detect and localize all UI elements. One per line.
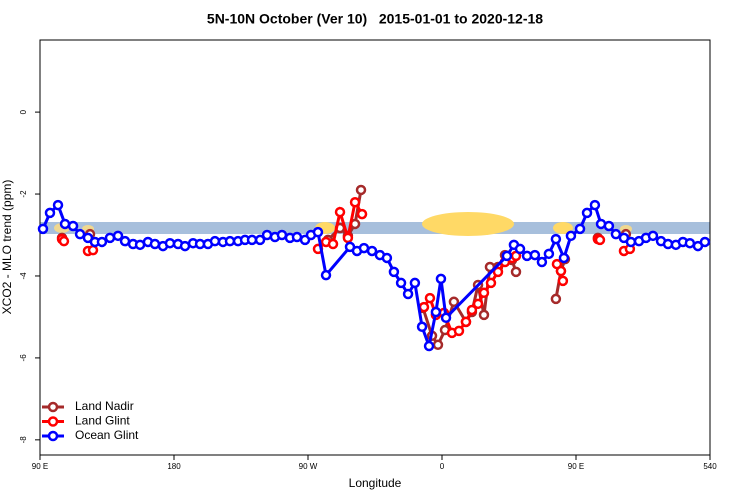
point bbox=[395, 277, 407, 289]
point bbox=[550, 233, 562, 245]
point bbox=[37, 223, 49, 235]
point bbox=[423, 340, 435, 352]
y-tick-label: -6 bbox=[19, 354, 28, 362]
point bbox=[381, 252, 393, 264]
plot-frame bbox=[39, 39, 711, 456]
y-tick-label: -2 bbox=[19, 190, 28, 198]
point bbox=[574, 223, 586, 235]
legend-marker bbox=[47, 416, 59, 427]
point bbox=[432, 339, 444, 351]
point bbox=[543, 248, 555, 260]
point bbox=[59, 218, 71, 230]
point bbox=[435, 273, 447, 285]
point bbox=[388, 266, 400, 278]
point bbox=[501, 250, 513, 262]
x-tick-label: 90 W bbox=[299, 462, 318, 471]
x-tick-label: 90 E bbox=[568, 462, 584, 471]
point bbox=[514, 243, 526, 255]
x-tick-label: 540 bbox=[703, 462, 717, 471]
point bbox=[529, 249, 541, 261]
point bbox=[565, 230, 577, 242]
point bbox=[355, 184, 367, 196]
point bbox=[594, 234, 606, 246]
land-blob bbox=[553, 222, 573, 234]
point bbox=[87, 244, 99, 256]
point bbox=[424, 292, 436, 304]
y-axis-title: XCO2 - MLO trend (ppm) bbox=[0, 180, 14, 315]
point bbox=[453, 325, 465, 337]
point bbox=[589, 199, 601, 211]
point bbox=[647, 230, 659, 242]
point bbox=[409, 277, 421, 289]
point bbox=[418, 301, 430, 313]
point bbox=[320, 269, 332, 281]
point bbox=[625, 236, 637, 248]
point bbox=[366, 245, 378, 257]
point bbox=[209, 235, 221, 247]
point bbox=[74, 228, 86, 240]
point bbox=[440, 312, 452, 324]
point bbox=[603, 220, 615, 232]
y-tick-label: 0 bbox=[19, 109, 28, 114]
point bbox=[334, 206, 346, 218]
legend-label: Ocean Glint bbox=[75, 428, 139, 442]
point bbox=[699, 236, 711, 248]
point bbox=[558, 252, 570, 264]
point bbox=[44, 207, 56, 219]
point bbox=[149, 238, 161, 250]
x-tick-label: 90 E bbox=[32, 462, 48, 471]
point bbox=[555, 265, 567, 277]
point bbox=[312, 226, 324, 238]
point bbox=[536, 256, 548, 268]
point bbox=[485, 277, 497, 289]
point bbox=[472, 298, 484, 310]
point bbox=[478, 287, 490, 299]
point bbox=[112, 230, 124, 242]
point bbox=[478, 309, 490, 321]
legend-marker bbox=[47, 430, 59, 442]
point bbox=[610, 228, 622, 240]
point bbox=[510, 266, 522, 278]
point bbox=[430, 306, 442, 318]
chart-title: 5N-10N October (Ver 10) 2015-01-01 to 20… bbox=[207, 11, 543, 27]
point bbox=[460, 316, 472, 328]
point bbox=[492, 266, 504, 278]
y-tick-label: -4 bbox=[19, 272, 28, 280]
x-tick-label: 180 bbox=[167, 462, 181, 471]
point bbox=[342, 232, 354, 244]
point bbox=[52, 199, 64, 211]
point bbox=[550, 293, 562, 305]
point bbox=[104, 232, 116, 244]
legend-marker bbox=[47, 401, 59, 413]
point bbox=[581, 207, 593, 219]
point bbox=[466, 304, 478, 316]
point bbox=[164, 237, 176, 249]
point bbox=[416, 321, 428, 333]
legend-label: Land Glint bbox=[75, 414, 130, 428]
x-axis-title: Longitude bbox=[349, 476, 402, 490]
point bbox=[58, 235, 70, 247]
point bbox=[356, 208, 368, 220]
point bbox=[67, 220, 79, 232]
point bbox=[557, 275, 569, 287]
point bbox=[402, 288, 414, 300]
land-blob bbox=[422, 212, 514, 236]
point bbox=[327, 238, 339, 250]
point bbox=[349, 196, 361, 208]
point bbox=[448, 296, 460, 308]
series-line bbox=[60, 198, 631, 335]
y-tick-label: -8 bbox=[19, 436, 28, 444]
legend-label: Land Nadir bbox=[75, 399, 134, 413]
point bbox=[254, 234, 266, 246]
point bbox=[96, 236, 108, 248]
ocean-strip bbox=[40, 222, 710, 234]
x-tick-label: 0 bbox=[440, 462, 445, 471]
